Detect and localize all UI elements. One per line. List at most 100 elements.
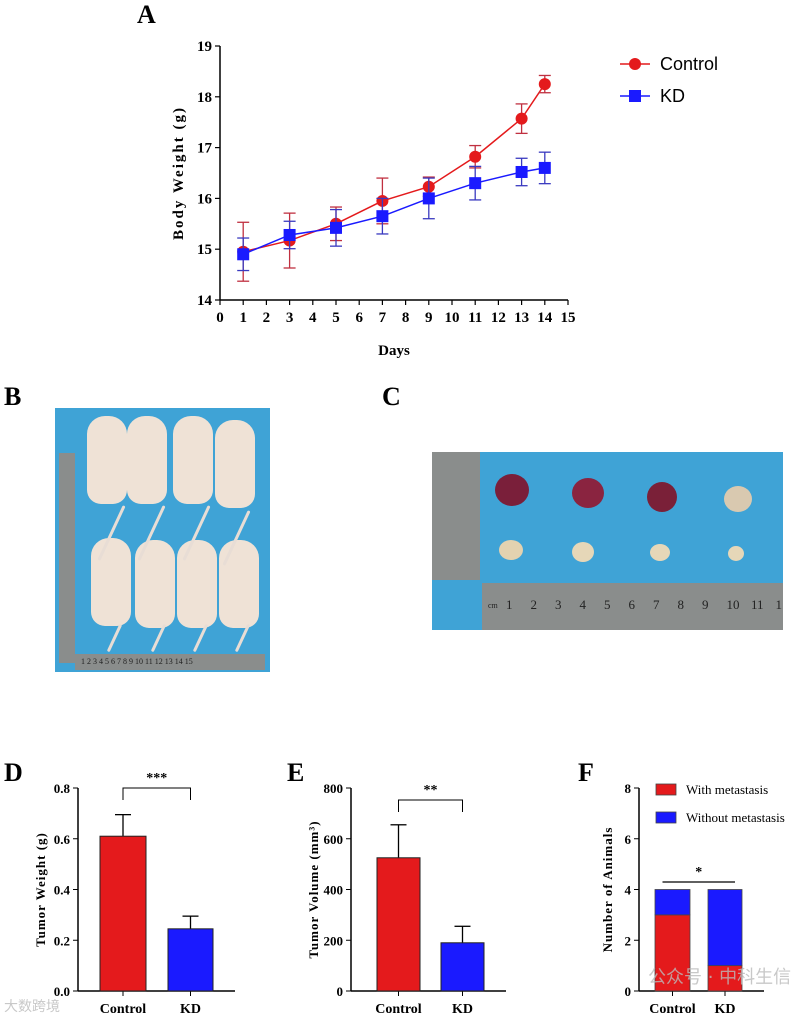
tumors-photo: cm 1 2 3 4 5 6 7 8 9 10 11 1 bbox=[432, 452, 783, 630]
x-tick-label: 12 bbox=[491, 310, 506, 326]
y-tick-label: 14 bbox=[197, 293, 213, 309]
x-tick-label: KD bbox=[715, 1002, 736, 1015]
tumor-kd bbox=[650, 544, 670, 561]
ruler-mark: 6 bbox=[628, 597, 636, 612]
panel-label-a: A bbox=[137, 0, 156, 29]
x-axis-label: Days bbox=[378, 343, 410, 359]
y-tick-label: 600 bbox=[324, 832, 344, 847]
bar-control bbox=[99, 835, 147, 992]
mouse bbox=[215, 420, 255, 508]
tumor-kd bbox=[728, 546, 744, 561]
mouse bbox=[87, 416, 127, 504]
ruler-mark: 7 bbox=[653, 597, 660, 612]
x-tick-label: KD bbox=[180, 1002, 201, 1015]
ruler-mark: 3 bbox=[555, 597, 562, 612]
ruler-unit: cm bbox=[488, 601, 498, 610]
bar-without-metastasis bbox=[707, 889, 743, 967]
x-tick-label: 10 bbox=[445, 310, 460, 326]
legend-label: Control bbox=[660, 54, 718, 74]
y-axis-label: Body Weight (g) bbox=[171, 106, 187, 240]
panel-label-f: F bbox=[578, 758, 594, 787]
x-tick-label: 9 bbox=[425, 310, 433, 326]
panel-label-b: B bbox=[4, 382, 22, 411]
data-point-kd bbox=[283, 228, 296, 241]
legend-label: With metastasis bbox=[686, 782, 768, 797]
x-tick-label: 11 bbox=[468, 310, 482, 326]
y-tick-label: 0.4 bbox=[54, 883, 71, 898]
significance-label: ** bbox=[424, 783, 438, 798]
legend-marker-control bbox=[629, 58, 641, 70]
bar-kd bbox=[167, 928, 214, 992]
horizontal-ruler: cm 1 2 3 4 5 6 7 8 9 10 11 1 bbox=[482, 583, 783, 630]
x-tick-label: 13 bbox=[514, 310, 529, 326]
y-tick-label: 0 bbox=[337, 984, 344, 999]
x-tick-label: 1 bbox=[239, 310, 247, 326]
y-tick-label: 800 bbox=[324, 781, 344, 796]
y-tick-label: 0 bbox=[625, 984, 632, 999]
significance-bracket bbox=[398, 799, 463, 812]
ruler-mark: 10 bbox=[726, 597, 740, 612]
y-tick-label: 0.6 bbox=[54, 832, 71, 847]
tumor-control bbox=[647, 482, 677, 512]
y-tick-label: 19 bbox=[197, 39, 212, 55]
significance-label: * bbox=[695, 865, 702, 880]
significance-label: *** bbox=[146, 771, 167, 786]
vertical-ruler bbox=[432, 452, 480, 580]
ruler-mark: 4 bbox=[579, 597, 587, 612]
bar-control bbox=[376, 857, 421, 992]
data-point-control bbox=[515, 112, 528, 125]
y-tick-label: 8 bbox=[625, 781, 632, 796]
x-tick-label: 7 bbox=[379, 310, 387, 326]
ruler-marks: 1 2 3 4 5 6 7 8 9 10 11 12 13 14 15 bbox=[81, 657, 193, 666]
ruler-mark: 1 bbox=[775, 597, 783, 612]
tumor-control bbox=[495, 474, 529, 506]
ruler-mark: 1 bbox=[506, 597, 513, 612]
watermark-right: 公众号 · 中科生信 bbox=[648, 967, 792, 988]
x-tick-label: 5 bbox=[332, 310, 340, 326]
x-tick-label: Control bbox=[649, 1002, 696, 1015]
watermark-left: 大数跨境 bbox=[4, 999, 60, 1015]
data-point-control bbox=[538, 78, 551, 91]
mouse bbox=[173, 416, 213, 504]
tumor-kd bbox=[572, 542, 594, 562]
data-point-kd bbox=[330, 221, 342, 234]
y-axis-label: Tumor Weight (g) bbox=[33, 832, 48, 947]
x-tick-label: Control bbox=[375, 1002, 422, 1015]
x-tick-label: 3 bbox=[286, 310, 294, 326]
y-tick-label: 4 bbox=[625, 883, 632, 898]
horizontal-ruler: 1 2 3 4 5 6 7 8 9 10 11 12 13 14 15 bbox=[75, 654, 265, 670]
x-tick-label: 15 bbox=[561, 310, 576, 326]
data-point-kd bbox=[515, 165, 528, 178]
legend-marker-kd bbox=[629, 90, 641, 102]
tumor-kd bbox=[499, 540, 523, 560]
x-tick-label: 2 bbox=[263, 310, 271, 326]
x-tick-label: 4 bbox=[309, 310, 317, 326]
bar-kd bbox=[440, 942, 485, 992]
y-tick-label: 2 bbox=[625, 933, 632, 948]
y-axis-label: Number of Animals bbox=[600, 827, 615, 953]
y-tick-label: 200 bbox=[324, 933, 344, 948]
x-tick-label: KD bbox=[452, 1002, 473, 1015]
mouse bbox=[127, 416, 167, 504]
data-point-kd bbox=[538, 161, 551, 174]
bar-with-metastasis bbox=[707, 965, 743, 992]
ruler-mark: 8 bbox=[677, 597, 685, 612]
vertical-ruler bbox=[59, 453, 75, 663]
ruler-mark: 5 bbox=[604, 597, 611, 612]
data-point-control bbox=[469, 150, 482, 163]
y-tick-label: 0.0 bbox=[54, 984, 70, 999]
panel-label-c: C bbox=[382, 382, 401, 411]
mouse bbox=[91, 538, 131, 626]
legend-label: KD bbox=[660, 86, 685, 106]
data-point-kd bbox=[469, 177, 482, 190]
x-tick-label: Control bbox=[100, 1002, 147, 1015]
panel-label-e: E bbox=[287, 758, 305, 787]
tumor-control bbox=[572, 478, 604, 508]
panel-label-d: D bbox=[4, 758, 23, 787]
y-tick-label: 17 bbox=[197, 141, 213, 157]
x-tick-label: 14 bbox=[537, 310, 553, 326]
series-line-kd bbox=[242, 167, 545, 255]
tumor-control bbox=[724, 486, 752, 512]
data-point-kd bbox=[422, 192, 435, 205]
